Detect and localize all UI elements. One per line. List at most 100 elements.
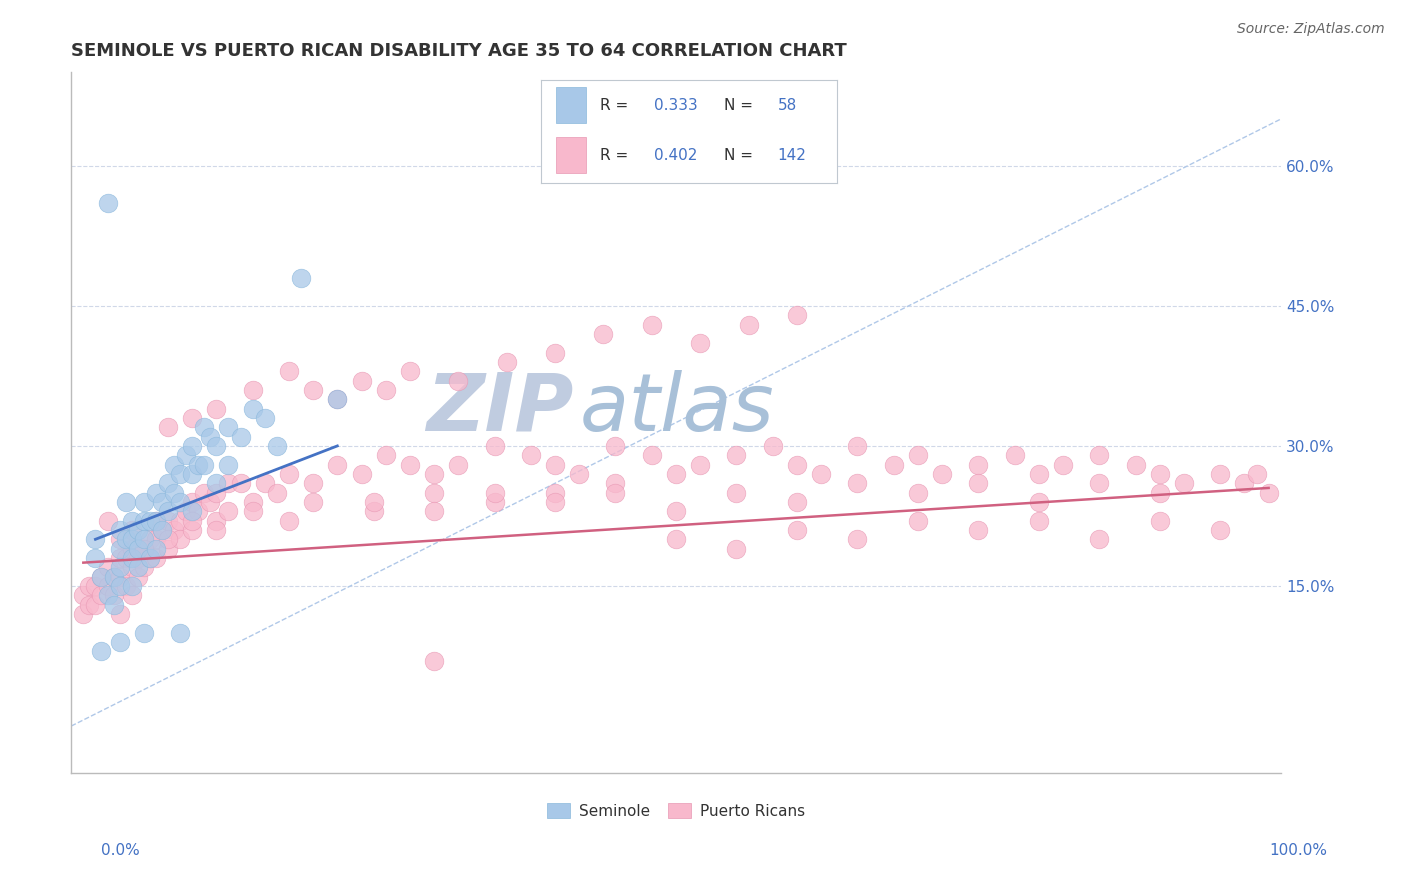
Point bbox=[108, 541, 131, 556]
Point bbox=[399, 458, 422, 472]
Point bbox=[103, 569, 125, 583]
Point bbox=[605, 476, 627, 491]
Point bbox=[786, 308, 808, 322]
Point bbox=[108, 560, 131, 574]
Point bbox=[544, 345, 567, 359]
Point bbox=[217, 420, 239, 434]
Point bbox=[108, 569, 131, 583]
Point bbox=[103, 569, 125, 583]
Point bbox=[132, 541, 155, 556]
Point bbox=[163, 523, 186, 537]
Point bbox=[229, 429, 252, 443]
Point bbox=[242, 401, 264, 416]
Point bbox=[786, 458, 808, 472]
Point bbox=[725, 485, 748, 500]
Point bbox=[689, 458, 711, 472]
Point bbox=[1173, 476, 1195, 491]
Point bbox=[363, 504, 385, 518]
Text: ZIP: ZIP bbox=[426, 369, 574, 448]
Point bbox=[1257, 485, 1279, 500]
Point bbox=[967, 476, 990, 491]
Point bbox=[326, 392, 349, 407]
Point bbox=[121, 551, 143, 566]
Text: N =: N = bbox=[724, 148, 758, 162]
Point bbox=[156, 514, 179, 528]
Point bbox=[907, 485, 929, 500]
Text: 0.333: 0.333 bbox=[654, 98, 697, 113]
Point bbox=[181, 504, 204, 518]
Point bbox=[156, 533, 179, 547]
Point bbox=[907, 514, 929, 528]
Point bbox=[205, 485, 228, 500]
Point bbox=[84, 579, 107, 593]
Point bbox=[96, 196, 118, 211]
Text: 0.402: 0.402 bbox=[654, 148, 697, 162]
Point bbox=[568, 467, 591, 481]
Point bbox=[786, 523, 808, 537]
Point bbox=[907, 448, 929, 462]
Bar bbox=[557, 136, 586, 173]
Point bbox=[1209, 467, 1232, 481]
Point bbox=[132, 495, 155, 509]
Text: R =: R = bbox=[600, 148, 634, 162]
Point bbox=[121, 541, 143, 556]
Point bbox=[181, 495, 204, 509]
Point bbox=[145, 514, 167, 528]
Point bbox=[1088, 448, 1111, 462]
Point bbox=[150, 495, 173, 509]
Point bbox=[302, 383, 325, 397]
Point bbox=[205, 514, 228, 528]
Point bbox=[156, 476, 179, 491]
Point bbox=[278, 364, 301, 378]
Point bbox=[665, 467, 688, 481]
Point bbox=[127, 541, 149, 556]
Point bbox=[139, 514, 162, 528]
Point bbox=[79, 598, 101, 612]
Point bbox=[447, 374, 470, 388]
Point bbox=[139, 551, 162, 566]
Point bbox=[84, 533, 107, 547]
Point bbox=[139, 551, 162, 566]
Point bbox=[187, 458, 209, 472]
Point bbox=[72, 607, 94, 621]
Point bbox=[217, 504, 239, 518]
Point bbox=[786, 495, 808, 509]
Point bbox=[1125, 458, 1147, 472]
Point bbox=[132, 533, 155, 547]
Point bbox=[326, 458, 349, 472]
Point bbox=[374, 383, 396, 397]
Point bbox=[1028, 467, 1050, 481]
Point bbox=[90, 644, 112, 658]
Point bbox=[484, 439, 506, 453]
Point bbox=[266, 485, 288, 500]
Point bbox=[132, 560, 155, 574]
Point bbox=[139, 533, 162, 547]
Point bbox=[127, 551, 149, 566]
Point bbox=[96, 560, 118, 574]
Point bbox=[484, 485, 506, 500]
Point bbox=[1004, 448, 1026, 462]
Point bbox=[108, 523, 131, 537]
Point bbox=[883, 458, 905, 472]
Point bbox=[90, 569, 112, 583]
Point bbox=[641, 448, 664, 462]
Point bbox=[1149, 514, 1171, 528]
Point bbox=[665, 533, 688, 547]
Point bbox=[205, 439, 228, 453]
Point bbox=[242, 495, 264, 509]
Point bbox=[725, 541, 748, 556]
Point bbox=[181, 439, 204, 453]
Point bbox=[169, 514, 191, 528]
Point bbox=[605, 439, 627, 453]
Point bbox=[181, 411, 204, 425]
Point bbox=[205, 476, 228, 491]
Point bbox=[810, 467, 832, 481]
Point bbox=[79, 579, 101, 593]
Point bbox=[145, 551, 167, 566]
Point bbox=[725, 448, 748, 462]
Point bbox=[72, 588, 94, 602]
Point bbox=[423, 504, 446, 518]
Point bbox=[1028, 495, 1050, 509]
Point bbox=[423, 467, 446, 481]
Point bbox=[163, 485, 186, 500]
